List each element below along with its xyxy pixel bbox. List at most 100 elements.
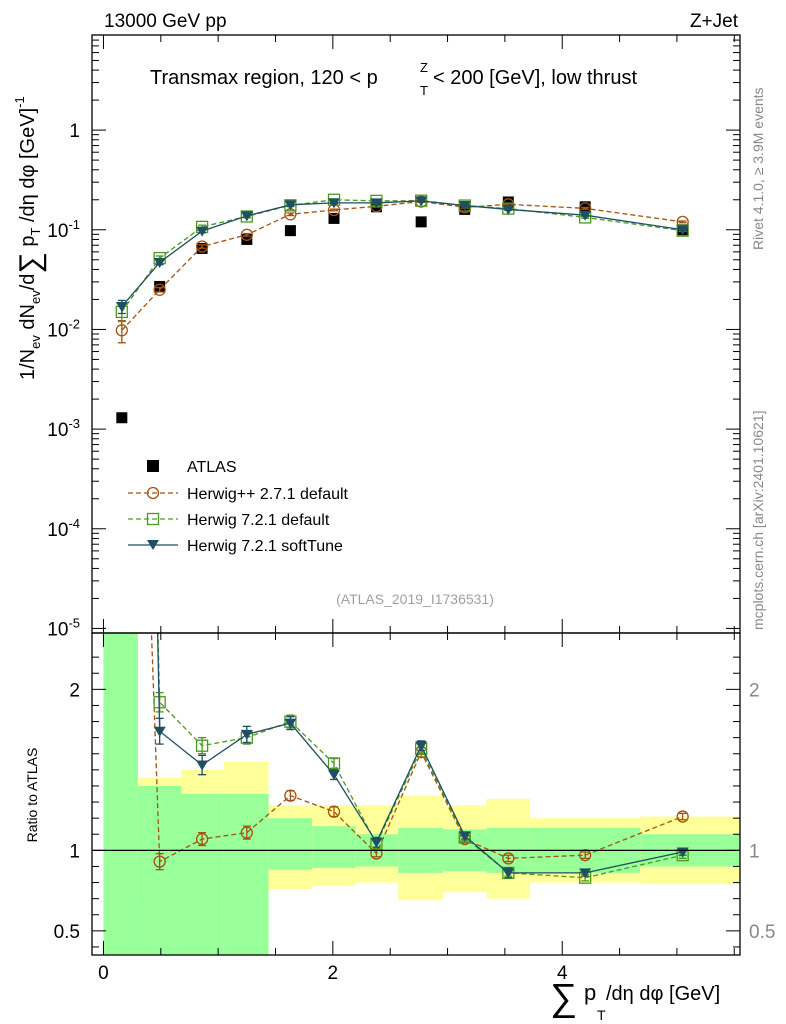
title-rest: < 200 [GeV], low thrust [433, 67, 637, 89]
y-tick-label-5: 1 [69, 121, 80, 142]
ratio-point-h271-9 [502, 852, 515, 865]
main-point-atlas-4 [284, 225, 296, 237]
legend-label-atlas: ATLAS [187, 459, 237, 476]
ratio-point-h721soft-3 [240, 729, 253, 740]
main-point-h721soft-1 [153, 257, 166, 268]
y-tick-label-3: 10-2 [47, 316, 80, 341]
ratio-line-h721 [157, 633, 683, 879]
main-point-h721soft-2 [196, 226, 209, 237]
main-point-h721soft-8 [458, 201, 471, 212]
ratio-point-h721soft-6 [370, 837, 383, 848]
ratio-point-h271-3 [240, 826, 253, 839]
legend-label-h271: Herwig++ 2.7.1 default [187, 486, 349, 503]
main-point-atlas-0 [116, 412, 128, 424]
main-point-atlas-3 [241, 233, 253, 245]
band-inner-5 [312, 826, 356, 869]
main-point-atlas-7 [415, 216, 427, 228]
header-left: 13000 GeV pp [104, 11, 227, 32]
ratio-y-tick-label-left-0: 0.5 [54, 922, 80, 943]
x-tick-label-2: 4 [557, 963, 568, 984]
y-tick-label-0: 10-5 [47, 615, 80, 640]
ratio-point-h721soft-1 [153, 726, 166, 737]
ratio-point-h721soft-2 [196, 760, 209, 771]
band-inner-0 [103, 633, 138, 955]
side-label-mcplots: mcplots.cern.ch [arXiv:2401.10621] [750, 411, 766, 630]
header-right: Z+Jet [690, 11, 739, 32]
ratio-point-h271-11 [676, 810, 689, 823]
ratio-bands [103, 633, 740, 955]
main-point-h721-4 [284, 199, 297, 212]
legend-label-h721soft: Herwig 7.2.1 softTune [187, 538, 343, 555]
main-point-h721-3 [240, 210, 253, 223]
svg-text:∑: ∑ [550, 977, 577, 1019]
ratio-panel-data [150, 633, 689, 884]
axis-ticks: 10-5 10-4 10-3 10-2 10-1 1 0.5 0.5 1 1 2 2 0 2 4 [47, 34, 775, 984]
ratio-point-h271-10 [579, 849, 592, 862]
main-point-atlas-1 [154, 280, 166, 292]
ratio-point-h721-2 [195, 739, 209, 752]
svg-text:T: T [597, 1007, 606, 1023]
x-tick-label-1: 2 [328, 963, 339, 984]
side-label-rivet: Rivet 4.1.0, ≥ 3.9M events [750, 87, 766, 250]
main-point-h721soft-9 [502, 204, 515, 215]
band-inner-1 [137, 785, 182, 955]
y-tick-label-2: 10-3 [47, 416, 80, 441]
title-sup: Z [420, 60, 428, 75]
main-point-h271-0 [115, 324, 128, 337]
x-tick-label-0: 0 [98, 963, 109, 984]
ratio-y-tick-label-right-1: 1 [749, 841, 760, 862]
main-line-h721soft [121, 200, 683, 307]
band-inner-4 [268, 818, 313, 870]
ratio-point-h721soft-7 [415, 741, 428, 752]
ratio-point-h721soft-10 [579, 868, 592, 879]
ratio-point-h721soft-5 [327, 770, 340, 781]
ratio-y-tick-label-left-1: 1 [69, 841, 80, 862]
main-point-h721-11 [676, 224, 689, 237]
main-point-h721soft-6 [370, 198, 383, 209]
svg-text:/dη dφ [GeV]: /dη dφ [GeV] [606, 983, 720, 1005]
main-point-h271-2 [195, 240, 209, 253]
main-panel-data [115, 193, 689, 424]
main-point-h721soft-11 [676, 225, 689, 236]
ratio-panel-frame [91, 632, 741, 956]
plot-title: Transmax region, 120 < p Z T < 200 [GeV]… [150, 60, 637, 98]
ratio-point-h271-5 [327, 805, 341, 818]
svg-text:p: p [584, 980, 596, 1005]
ratio-point-h271-2 [195, 832, 209, 846]
main-point-atlas-9 [502, 196, 514, 208]
legend: ATLAS Herwig++ 2.7.1 default Herwig 7.2.… [128, 459, 349, 555]
legend-marker-h721 [146, 512, 160, 526]
ratio-y-tick-label-right-2: 2 [749, 680, 760, 701]
main-point-atlas-10 [579, 201, 591, 213]
x-axis-label: ∑ p T /dη dφ [GeV] [550, 977, 720, 1023]
band-inner-2 [181, 794, 224, 955]
title-sub: T [420, 83, 428, 98]
ratio-point-h271-4 [284, 789, 297, 802]
main-point-h721soft-10 [579, 210, 592, 221]
legend-marker-h271 [146, 486, 160, 500]
ratio-point-h721soft-8 [458, 831, 471, 842]
ratio-point-h721soft-9 [502, 868, 515, 879]
ratio-y-tick-label-right-0: 0.5 [749, 922, 775, 943]
ratio-point-h721-5 [327, 757, 341, 770]
main-point-h271-1 [153, 283, 166, 296]
main-point-h721soft-7 [415, 196, 428, 207]
analysis-watermark: (ATLAS_2019_I1736531) [336, 591, 494, 607]
y-tick-label-1: 10-4 [47, 516, 80, 541]
ratio-point-h271-1 [153, 855, 166, 868]
ratio-line-h721soft [156, 633, 683, 874]
y-axis-label: 1/Nev dNev/d∑ pT /dη dφ [GeV]-1 [12, 96, 47, 380]
ratio-line-h271 [150, 633, 683, 863]
title-main: Transmax region, 120 < p [150, 67, 378, 89]
legend-label-h721: Herwig 7.2.1 default [187, 512, 330, 529]
band-inner-3 [223, 794, 269, 955]
y-tick-label-4: 10-1 [47, 217, 80, 242]
legend-marker-h721soft [147, 540, 159, 550]
main-point-h271-3 [240, 228, 253, 241]
ratio-point-h721soft-4 [284, 718, 297, 729]
main-line-h271 [121, 200, 683, 331]
main-point-h721soft-5 [327, 198, 340, 209]
ratio-y-tick-label-left-2: 2 [69, 680, 80, 701]
main-point-h721soft-0 [115, 301, 128, 312]
